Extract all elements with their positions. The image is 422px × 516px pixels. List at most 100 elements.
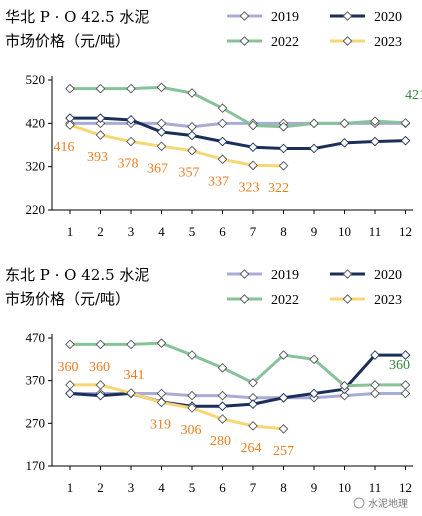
data-label: 360 [89,360,110,375]
y-tick-label: 420 [26,115,46,130]
data-label: 264 [241,441,262,456]
data-label: 393 [87,150,108,165]
series-point-2020 [309,143,319,154]
series-point-2019 [187,121,197,132]
legend-label-2019: 2019 [271,268,299,283]
series-point-2020 [278,392,289,403]
y-tick-label: 370 [26,373,46,388]
x-tick-label: 10 [338,224,351,239]
series-line-2022 [70,85,406,129]
series-point-2023 [217,154,228,165]
data-label: 337 [208,174,229,189]
x-tick-label: 2 [97,480,104,495]
series-point-2022 [309,354,319,365]
legend-label-2023: 2023 [374,35,402,50]
x-tick-label: 10 [338,480,351,495]
series-line-2023 [69,123,284,168]
x-tick-label: 6 [219,480,226,495]
legend-marker-2019 [239,11,250,21]
series-point-2020 [217,136,228,147]
series-point-2022 [370,380,380,390]
x-tick-label: 3 [128,480,135,495]
series-point-2019 [217,118,228,129]
series-point-2023 [65,380,75,390]
wechat-icon [353,497,365,509]
series-point-2022 [65,339,75,350]
series-point-2022 [339,380,350,391]
x-tick-label: 5 [189,224,196,239]
series-point-2023 [65,120,75,130]
chart-title-line: 东北 P · O 42.5 水泥 [5,266,149,284]
series-point-2022 [248,120,258,131]
legend-label-2019: 2019 [271,10,299,25]
data-label: 416 [54,140,75,155]
x-tick-label: 3 [128,224,135,239]
chart-title-line: 华北 P · O 42.5 水泥 [5,8,149,26]
x-tick-label: 9 [311,224,318,239]
series-point-2020 [370,136,380,147]
series-point-2023 [156,141,167,152]
series-line-2023 [70,383,284,431]
legend-marker-2022 [239,294,250,304]
legend-label-2022: 2022 [271,35,299,50]
series-point-2020 [126,115,136,125]
data-label: 357 [179,166,200,181]
series-point-2020 [248,399,258,409]
series-line-2020 [69,353,406,408]
series-point-2023 [248,421,258,431]
series-point-2020 [65,388,75,399]
series-point-2020 [339,137,350,148]
x-tick-label: 4 [158,224,165,239]
series-point-2023 [278,424,289,434]
series-point-2023 [126,136,136,147]
series-point-2022 [95,83,106,94]
series-point-2022 [217,363,228,373]
x-tick-label: 6 [219,224,226,239]
x-tick-label: 2 [97,224,104,239]
legend-marker-2020 [342,269,353,279]
data-label: 257 [273,444,294,459]
data-label: 367 [147,161,168,176]
series-point-2023 [187,403,197,413]
data-label: 341 [124,368,145,383]
legend-marker-2019 [239,269,250,279]
legend-marker-2023 [342,36,353,46]
series-point-2020 [95,390,106,401]
series-point-2022 [217,103,228,114]
series-point-2019 [95,118,106,129]
x-tick-label: 1 [67,480,74,495]
series-point-2019 [187,390,197,401]
series-point-2023 [248,160,258,171]
legend-label-2022: 2022 [271,293,299,308]
series-point-2022 [400,380,411,390]
series-point-2022 [400,118,411,128]
x-tick-label: 9 [311,480,318,495]
series-point-2019 [400,388,411,399]
series-point-2020 [248,142,258,153]
series-point-2020 [370,350,380,360]
legend-label-2020: 2020 [374,268,402,283]
series-point-2022 [126,83,136,94]
series-point-2020 [217,401,228,412]
series-point-2022 [126,339,136,350]
data-label: 280 [210,434,231,449]
series-point-2023 [217,414,228,424]
data-label: 306 [181,423,202,438]
series-line-2022 [70,341,406,388]
series-point-2023 [187,145,197,156]
series-point-2022 [278,350,289,360]
series-point-2022 [156,338,167,348]
watermark: 水泥地理 [353,497,408,510]
y-tick-label: 270 [26,415,46,430]
legend-marker-2023 [342,294,353,304]
series-point-2022 [187,350,197,360]
watermark-text: 水泥地理 [368,497,408,510]
series-point-2020 [400,350,411,360]
x-tick-label: 8 [280,224,287,239]
series-point-2022 [95,339,106,350]
series-point-2019 [217,390,228,401]
series-point-2020 [309,388,319,399]
